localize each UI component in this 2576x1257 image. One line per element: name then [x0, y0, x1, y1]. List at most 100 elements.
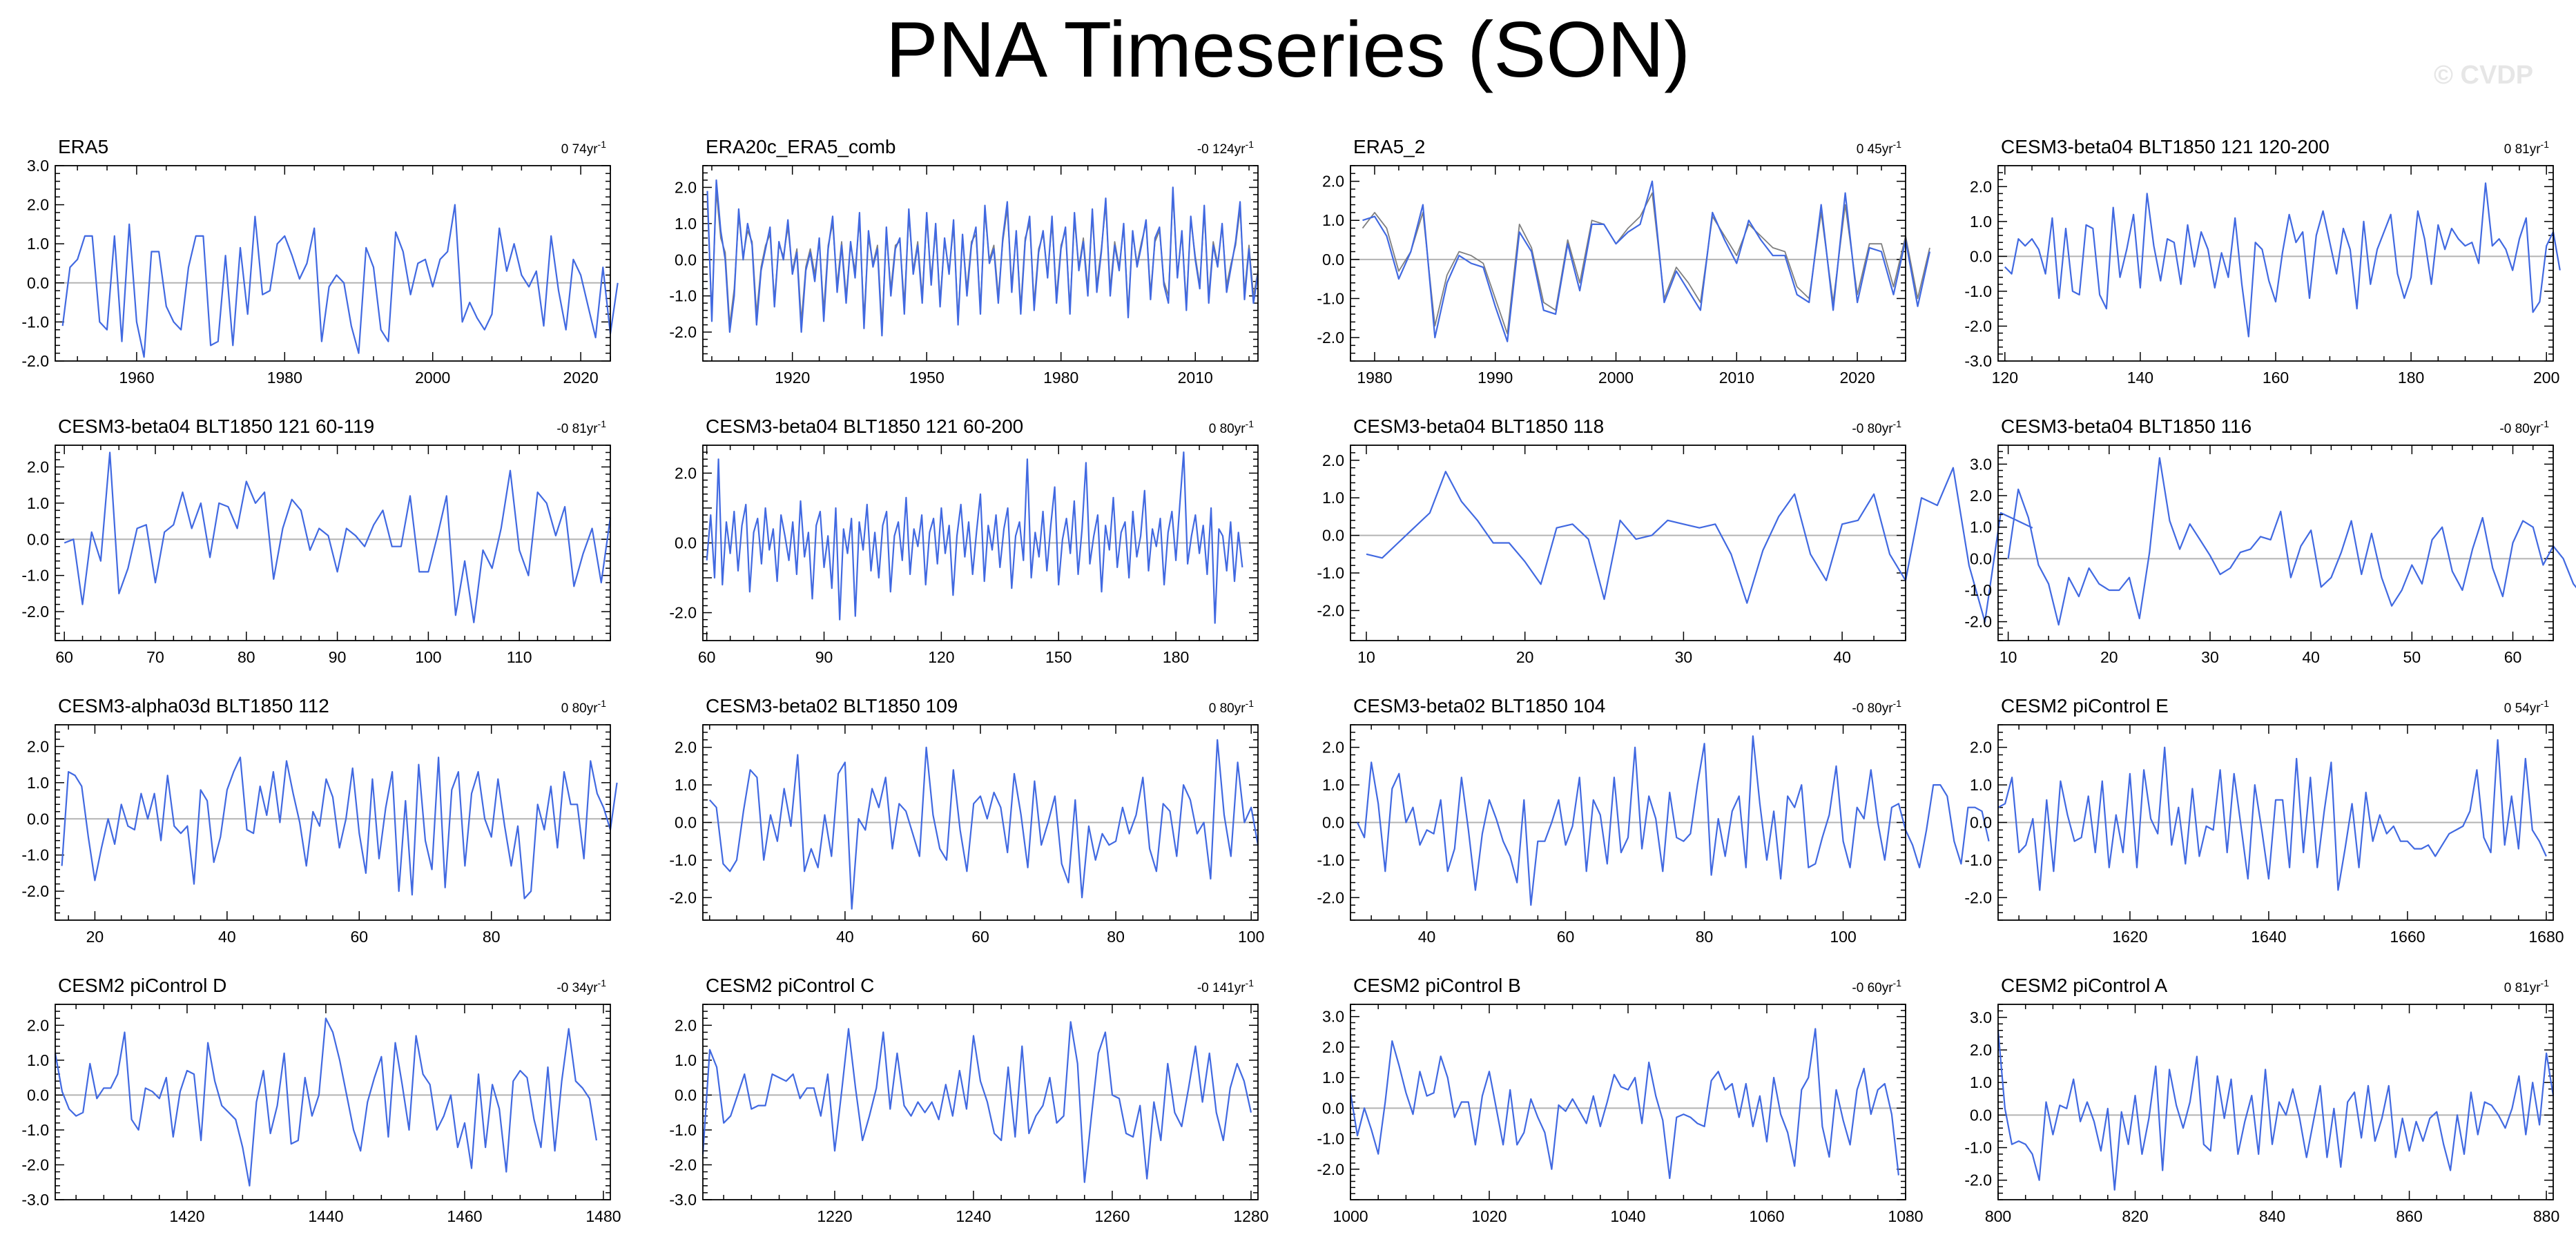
trend-label: -0 34yr-1 — [556, 977, 606, 995]
trend-label: -0 141yr-1 — [1197, 977, 1254, 995]
y-tick-label: 2.0 — [1322, 451, 1344, 469]
plot-frame — [55, 445, 611, 641]
x-tick-label: 40 — [1833, 648, 1851, 666]
chart-panel: ERA5_2 0 45yr-1 2.0 1.0 0.0 -1.0 -2.0 1980 1990 2… — [1317, 136, 1931, 387]
trend-label: -0 80yr-1 — [1852, 698, 1901, 716]
x-tick-label: 40 — [2302, 648, 2320, 666]
plot-frame — [702, 165, 1259, 362]
x-tick-label: 200 — [2533, 369, 2559, 387]
y-tick-label: 1.0 — [1322, 776, 1344, 794]
y-tick-label: 0.0 — [27, 530, 49, 548]
x-tick-label: 150 — [1045, 648, 1072, 666]
chart-title: CESM2 piControl A — [2001, 975, 2168, 996]
y-tick-label: 0.0 — [27, 1086, 49, 1104]
chart-panel: CESM2 piControl B -0 60yr-1 3.0 2.0 1.0 0.0 -1… — [1317, 975, 1923, 1225]
x-tick-label: 180 — [1163, 648, 1189, 666]
series-line — [1997, 1030, 2555, 1191]
trend-label: 0 45yr-1 — [1857, 139, 1901, 157]
secondary-series-line — [1362, 192, 1930, 335]
x-tick-label: 90 — [329, 648, 347, 666]
trend-exponent: -1 — [2541, 977, 2550, 988]
trend-value: 0 81yr — [2504, 142, 2541, 157]
y-tick-label: 2.0 — [1970, 1041, 1992, 1059]
x-tick-label: 1960 — [119, 369, 154, 387]
x-tick-label: 1980 — [267, 369, 302, 387]
x-tick-label: 60 — [2504, 648, 2522, 666]
y-tick-label: 3.0 — [27, 157, 49, 175]
y-tick-label: 0.0 — [27, 274, 49, 292]
trend-exponent: -1 — [598, 977, 607, 988]
y-tick-label: 2.0 — [1970, 739, 1992, 757]
trend-exponent: -1 — [1893, 418, 1902, 429]
x-tick-label: 120 — [928, 648, 954, 666]
x-tick-label: 1640 — [2251, 928, 2286, 946]
y-tick-label: -1.0 — [1317, 1130, 1344, 1148]
y-tick-label: 0.0 — [27, 810, 49, 828]
trend-label: 0 80yr-1 — [1209, 418, 1254, 436]
x-tick-label: 2000 — [1598, 369, 1634, 387]
y-tick-label: -2.0 — [1317, 888, 1344, 906]
trend-value: 0 74yr — [561, 142, 598, 157]
plot-frame — [55, 165, 611, 362]
y-tick-label: -3.0 — [669, 1191, 697, 1209]
trend-exponent: -1 — [598, 418, 607, 429]
y-tick-label: -2.0 — [21, 603, 49, 621]
y-tick-label: 2.0 — [675, 739, 697, 757]
y-tick-label: -2.0 — [669, 323, 697, 341]
x-tick-label: 1980 — [1357, 369, 1392, 387]
series-line — [708, 739, 1259, 910]
x-tick-label: 1060 — [1749, 1207, 1784, 1225]
series-line — [64, 451, 612, 623]
y-tick-label: -1.0 — [21, 846, 49, 864]
chart-title: CESM2 piControl B — [1353, 975, 1521, 996]
trend-value: -0 141yr — [1197, 981, 1246, 995]
y-tick-label: -2.0 — [1317, 329, 1344, 347]
trend-value: -0 124yr — [1197, 142, 1246, 157]
chart-title: CESM3-beta04 BLT1850 121 60-200 — [706, 416, 1023, 437]
x-tick-label: 40 — [218, 928, 236, 946]
y-tick-label: 2.0 — [675, 178, 697, 196]
series-line — [2004, 182, 2561, 338]
y-tick-label: 2.0 — [27, 737, 49, 755]
y-tick-label: 2.0 — [27, 1016, 49, 1034]
y-tick-label: -2.0 — [1964, 613, 1992, 631]
x-tick-label: 840 — [2259, 1207, 2285, 1225]
y-tick-label: -2.0 — [21, 882, 49, 900]
x-tick-label: 1680 — [2528, 928, 2564, 946]
x-tick-label: 20 — [1516, 648, 1534, 666]
x-tick-label: 80 — [1107, 928, 1125, 946]
chart-title: CESM2 piControl E — [2001, 695, 2169, 717]
x-tick-label: 30 — [2201, 648, 2219, 666]
y-tick-label: 1.0 — [1970, 1073, 1992, 1091]
trend-value: 0 81yr — [2504, 981, 2541, 995]
chart-title: ERA5 — [58, 136, 108, 157]
y-tick-label: 2.0 — [675, 464, 697, 482]
y-tick-label: 0.0 — [675, 534, 697, 552]
x-tick-label: 100 — [1238, 928, 1264, 946]
x-tick-label: 1220 — [817, 1207, 852, 1225]
y-tick-label: -3.0 — [21, 1191, 49, 1209]
chart-title: CESM3-beta04 BLT1850 116 — [2001, 416, 2251, 437]
y-tick-label: 2.0 — [675, 1016, 697, 1034]
trend-label: 0 81yr-1 — [2504, 139, 2549, 157]
y-tick-label: 2.0 — [1322, 1038, 1344, 1056]
y-tick-label: -2.0 — [21, 352, 49, 370]
trend-label: -0 81yr-1 — [556, 418, 606, 436]
y-tick-label: 1.0 — [27, 774, 49, 792]
plot-frame — [702, 1004, 1259, 1200]
y-tick-label: -1.0 — [1317, 289, 1344, 307]
trend-label: -0 60yr-1 — [1852, 977, 1901, 995]
x-tick-label: 1020 — [1471, 1207, 1507, 1225]
trend-value: 0 80yr — [1209, 422, 1246, 436]
y-tick-label: 1.0 — [1322, 489, 1344, 507]
y-tick-label: 1.0 — [1970, 518, 1992, 536]
y-tick-label: -2.0 — [669, 888, 697, 906]
trend-exponent: -1 — [2541, 698, 2550, 709]
trend-value: -0 81yr — [556, 422, 598, 436]
x-tick-label: 1980 — [1043, 369, 1078, 387]
x-tick-label: 160 — [2263, 369, 2289, 387]
x-tick-label: 2010 — [1719, 369, 1754, 387]
x-tick-label: 120 — [1992, 369, 2018, 387]
x-tick-label: 60 — [350, 928, 368, 946]
series-line — [1362, 180, 1931, 342]
